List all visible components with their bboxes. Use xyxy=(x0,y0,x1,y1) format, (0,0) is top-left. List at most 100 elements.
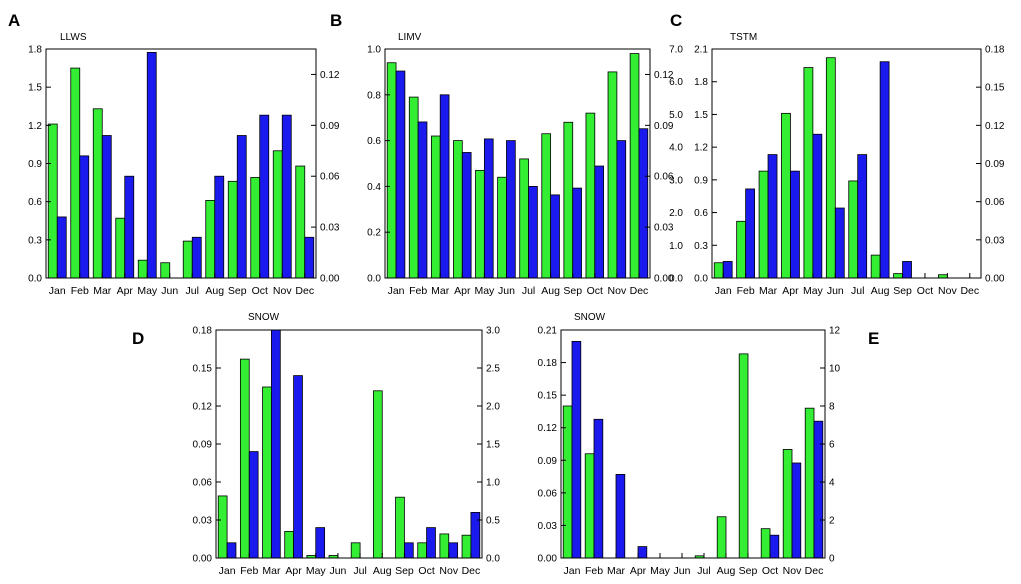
bar-blue-apr xyxy=(790,170,800,279)
x-tick-label: Dec xyxy=(295,285,314,297)
bar-blue-dec xyxy=(813,420,824,559)
right-tick-label: 0.15 xyxy=(985,83,1005,94)
x-tick-label: Jul xyxy=(697,565,710,577)
x-tick-label: Aug xyxy=(541,285,560,297)
bar-blue-nov xyxy=(616,140,627,279)
x-tick-label: May xyxy=(650,565,671,577)
right-tick-label: 0.09 xyxy=(985,159,1005,170)
x-tick-label: Nov xyxy=(608,285,627,297)
bar-green-jun xyxy=(825,57,836,279)
x-tick-label: Jun xyxy=(674,565,691,577)
bar-blue-mar xyxy=(615,473,626,559)
x-tick-label: Jul xyxy=(353,565,366,577)
series-blue xyxy=(395,70,649,279)
left-tick-label: 0.12 xyxy=(538,423,558,434)
left-tick-label: 0.9 xyxy=(28,159,42,170)
bar-green-nov xyxy=(782,449,793,559)
bar-green-oct xyxy=(417,542,427,559)
right-tick-label: 2 xyxy=(829,516,835,527)
bar-blue-oct xyxy=(594,165,605,279)
bar-green-jan xyxy=(217,495,228,559)
panel-c: C TSTM 0.0 0.3 0.6 0.9 1.2 1.5 1.8 2.1 0.0 1.0 2.0 3.… xyxy=(669,11,1005,297)
bar-blue-apr xyxy=(637,546,648,559)
panel-letter: E xyxy=(868,329,879,348)
right-tick-label: 0 xyxy=(829,554,835,565)
bar-blue-apr xyxy=(461,152,472,279)
bar-blue-sep xyxy=(902,261,912,279)
outer-left-tick-label: 2.0 xyxy=(669,208,683,219)
bar-green-sep xyxy=(395,496,405,559)
x-tick-label: Apr xyxy=(285,565,302,577)
panel-letter: C xyxy=(670,11,682,30)
bar-green-apr xyxy=(284,531,294,559)
left-tick-label: 0.3 xyxy=(28,235,42,246)
left-tick-label: 0.00 xyxy=(193,554,213,565)
bar-blue-jun xyxy=(834,207,845,279)
x-tick-label: Jul xyxy=(186,285,199,297)
bar-blue-oct xyxy=(426,527,436,559)
plot-frame xyxy=(384,48,651,279)
x-tick-label: Feb xyxy=(71,285,89,297)
series-blue xyxy=(226,329,481,559)
bar-green-jul xyxy=(182,240,193,279)
x-tick-label: Jul xyxy=(522,285,535,297)
left-tick-label: 0.2 xyxy=(367,228,381,239)
outer-left-tick-label: 0.0 xyxy=(669,274,683,285)
left-tick-label: 0.00 xyxy=(538,554,558,565)
x-tick-label: Dec xyxy=(960,285,979,297)
right-tick-label: 0.12 xyxy=(985,121,1005,132)
bar-green-jul xyxy=(848,180,859,279)
series-blue xyxy=(722,61,912,279)
right-tick-label: 10 xyxy=(829,364,841,375)
x-tick-label: Jan xyxy=(564,565,581,577)
right-tick-label: 0.03 xyxy=(985,235,1005,246)
outer-left-tick-label: 1.0 xyxy=(669,241,683,252)
bar-green-aug xyxy=(716,516,727,559)
right-tick-label: 0.12 xyxy=(654,70,674,81)
x-tick-label: Oct xyxy=(587,285,603,297)
left-tick-label: 0.09 xyxy=(538,456,558,467)
x-tick-label: Oct xyxy=(252,285,268,297)
left-tick-label: 1.2 xyxy=(694,143,708,154)
right-tick-label: 0.09 xyxy=(654,121,674,132)
bar-green-feb xyxy=(584,453,595,559)
right-tick-label: 0.03 xyxy=(654,223,674,234)
x-tick-label: Nov xyxy=(783,565,802,577)
bar-blue-oct xyxy=(769,534,780,559)
left-tick-label: 0.6 xyxy=(367,136,381,147)
panel-d: D SNOW 0.00 0.03 0.06 0.09 0.12 0.15 0.18 0.0 0.5 1… xyxy=(132,312,500,577)
x-tick-label: Dec xyxy=(805,565,824,577)
x-tick-label: Mar xyxy=(93,285,112,297)
bar-green-feb xyxy=(408,96,419,279)
left-tick-label: 0.4 xyxy=(367,182,381,193)
panel-title: SNOW xyxy=(248,312,280,323)
bar-blue-jan xyxy=(571,340,582,559)
right-tick-label: 0.0 xyxy=(486,554,500,565)
panel-e: E SNOW 0.00 0.03 0.06 0.09 0.12 0.15 0.18 0.21 0 2 4… xyxy=(538,312,880,577)
bar-green-nov xyxy=(272,150,283,279)
left-tick-label: 0.18 xyxy=(193,326,213,337)
x-tick-label: Aug xyxy=(205,285,224,297)
x-tick-label: Dec xyxy=(630,285,649,297)
right-tick-label: 4 xyxy=(829,478,835,489)
left-tick-label: 1.5 xyxy=(694,110,708,121)
x-tick-label: Jun xyxy=(329,565,346,577)
bar-green-dec xyxy=(295,165,306,279)
bar-green-mar xyxy=(92,108,103,279)
bar-blue-jan xyxy=(395,70,406,279)
bar-green-may xyxy=(803,67,814,279)
left-tick-label: 0.06 xyxy=(538,488,558,499)
panel-letter: B xyxy=(330,11,342,30)
right-tick-label: 8 xyxy=(829,402,835,413)
left-tick-label: 0.09 xyxy=(193,440,213,451)
left-tick-label: 1.5 xyxy=(28,83,42,94)
x-tick-label: Dec xyxy=(462,565,481,577)
bar-green-may xyxy=(475,169,485,279)
x-tick-label: May xyxy=(137,285,158,297)
bar-blue-jan xyxy=(226,542,237,559)
bar-green-nov xyxy=(607,71,618,279)
bar-blue-feb xyxy=(745,188,756,279)
bar-green-may xyxy=(137,259,148,279)
panel-letter: A xyxy=(8,11,20,30)
